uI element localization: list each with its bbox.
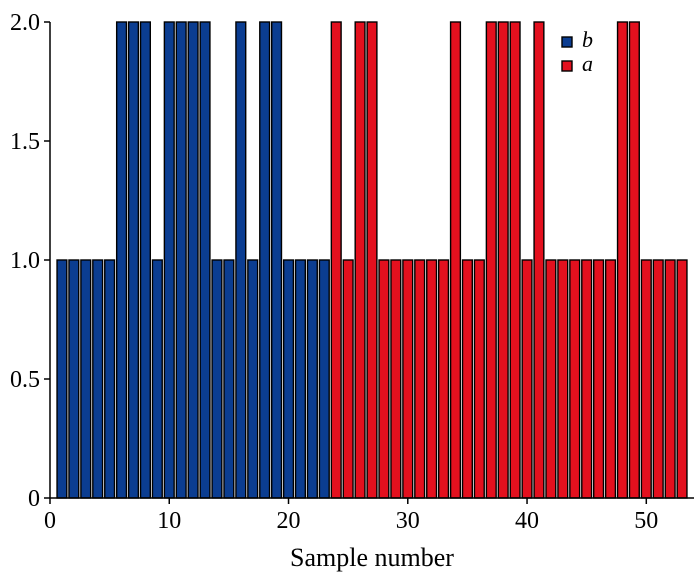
bar-b-12 bbox=[187, 21, 199, 499]
bar-a-26 bbox=[354, 21, 366, 499]
y-tick-label: 1.0 bbox=[10, 248, 40, 274]
x-tick-label: 20 bbox=[277, 508, 301, 534]
bar-b-21 bbox=[294, 259, 307, 499]
bar-b-1 bbox=[56, 259, 68, 499]
bar-a-34 bbox=[449, 21, 462, 499]
bar-a-24 bbox=[330, 21, 342, 499]
legend-label-a: a bbox=[582, 51, 593, 76]
x-axis-title: Sample number bbox=[290, 543, 454, 572]
bar-a-48 bbox=[616, 21, 629, 499]
bar-a-53 bbox=[676, 259, 688, 499]
bar-a-43 bbox=[557, 259, 569, 499]
bar-a-37 bbox=[485, 21, 497, 499]
x-tick-label: 50 bbox=[634, 508, 658, 534]
bar-a-40 bbox=[521, 259, 533, 499]
bar-a-28 bbox=[378, 259, 390, 499]
y-tick-label: 1.5 bbox=[10, 129, 40, 155]
bar-b-6 bbox=[115, 21, 128, 499]
bar-a-42 bbox=[545, 259, 557, 499]
bar-a-49 bbox=[628, 21, 640, 499]
bar-b-23 bbox=[318, 259, 330, 499]
bar-b-10 bbox=[163, 21, 175, 499]
y-tick-label: 0.5 bbox=[10, 367, 40, 393]
bar-a-30 bbox=[402, 259, 414, 499]
legend-swatch-a bbox=[561, 60, 573, 72]
bar-a-46 bbox=[593, 259, 605, 499]
bar-a-52 bbox=[664, 259, 676, 499]
bar-a-27 bbox=[366, 21, 378, 499]
bar-b-4 bbox=[92, 259, 104, 499]
bar-a-38 bbox=[497, 21, 509, 499]
bar-b-18 bbox=[259, 21, 271, 499]
bar-b-14 bbox=[211, 259, 223, 499]
bar-a-29 bbox=[390, 259, 402, 499]
bar-a-39 bbox=[509, 21, 521, 499]
x-ticks-group: 0 10 20 30 40 50 bbox=[44, 498, 658, 534]
bar-a-50 bbox=[640, 259, 652, 499]
bar-b-20 bbox=[282, 259, 295, 499]
bar-b-9 bbox=[151, 259, 163, 499]
x-tick-label: 10 bbox=[157, 508, 181, 534]
bar-b-7 bbox=[127, 21, 140, 499]
legend-label-b: b bbox=[582, 27, 593, 52]
y-tick-label: 2.0 bbox=[10, 10, 40, 36]
x-tick-label: 30 bbox=[396, 508, 420, 534]
x-tick-label: 0 bbox=[44, 508, 56, 534]
bar-b-5 bbox=[104, 259, 116, 499]
y-ticks-group: 0 0.5 1.0 1.5 2.0 bbox=[10, 10, 50, 512]
bar-b-3 bbox=[80, 259, 92, 499]
bar-b-15 bbox=[223, 259, 235, 499]
bar-b-17 bbox=[247, 259, 259, 499]
bar-a-44 bbox=[569, 259, 581, 499]
legend-swatch-b bbox=[561, 36, 573, 48]
bar-b-11 bbox=[175, 21, 187, 499]
bar-b-19 bbox=[271, 21, 283, 499]
bar-b-13 bbox=[199, 21, 211, 499]
y-tick-label: 0 bbox=[28, 486, 40, 512]
bar-a-41 bbox=[533, 21, 545, 499]
bar-a-35 bbox=[461, 259, 473, 499]
bar-a-32 bbox=[426, 259, 438, 499]
bar-a-25 bbox=[342, 259, 354, 499]
bar-a-45 bbox=[581, 259, 593, 499]
bar-a-36 bbox=[473, 259, 485, 499]
bar-b-8 bbox=[139, 21, 152, 499]
legend: ba bbox=[561, 27, 593, 76]
bar-a-51 bbox=[652, 259, 664, 499]
x-tick-label: 40 bbox=[515, 508, 539, 534]
bar-b-16 bbox=[235, 21, 247, 499]
bar-a-47 bbox=[604, 259, 617, 499]
bar-a-31 bbox=[414, 259, 426, 499]
bar-b-22 bbox=[306, 259, 318, 499]
bar-a-33 bbox=[437, 259, 450, 499]
bars-group bbox=[56, 21, 688, 499]
bar-b-2 bbox=[68, 259, 80, 499]
